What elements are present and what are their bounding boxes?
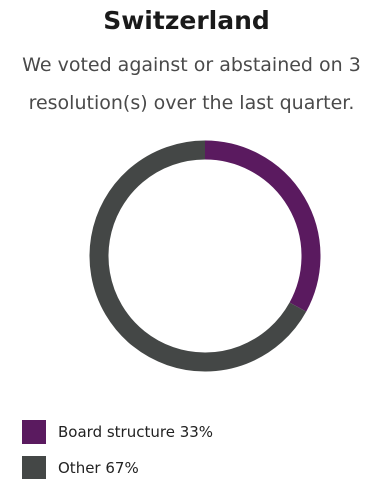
- legend-label-board-structure: Board structure 33%: [58, 423, 214, 441]
- donut-chart: [89, 140, 321, 372]
- legend-item-board-structure: Board structure 33%: [22, 420, 213, 444]
- legend-swatch-other: [22, 456, 46, 479]
- legend-label-other: Other 67%: [58, 459, 139, 477]
- page-subtitle: We voted against or abstained on 3 resol…: [22, 54, 361, 114]
- donut-slice-other: [89, 140, 307, 372]
- legend-item-other: Other 67%: [22, 456, 213, 479]
- legend-swatch-board-structure: [22, 420, 46, 444]
- chart-legend: Board structure 33% Other 67%: [22, 420, 213, 479]
- page-title: Switzerland: [103, 6, 270, 35]
- donut-slice-board-structure: [204, 140, 321, 312]
